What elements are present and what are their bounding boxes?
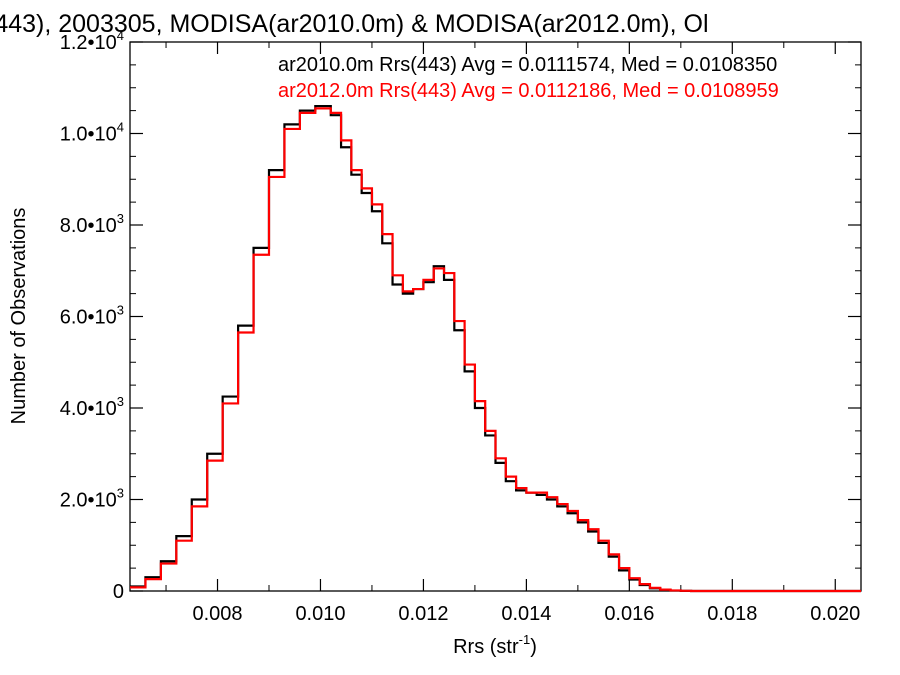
y-tick-exponent: 3: [117, 486, 124, 501]
chart-title: (443), 2003305, MODISA(ar2010.0m) & MODI…: [0, 10, 709, 38]
y-tick-exponent: 3: [117, 211, 124, 226]
x-axis-title: Rrs (str-1): [453, 632, 537, 658]
y-tick-mantissa: 2.0•10: [60, 490, 117, 512]
y-tick-exponent: 3: [117, 303, 124, 318]
x-axis-title-exponent: -1: [519, 632, 531, 647]
y-tick-mantissa: 8.0•10: [60, 215, 117, 237]
y-tick-mantissa: 1.0•10: [60, 124, 117, 146]
series-line-ar2012.0m: [130, 107, 861, 593]
y-tick-label: 1.0•104: [60, 120, 124, 146]
x-axis-title-tail: ): [530, 636, 537, 658]
y-tick-mantissa: 4.0•10: [60, 398, 117, 420]
y-axis: 02.0•1034.0•1036.0•1038.0•1031.0•1041.2•…: [60, 28, 861, 603]
series-line-ar2010.0m: [130, 104, 861, 593]
x-tick-label: 0.016: [604, 603, 654, 625]
y-tick-mantissa: 6.0•10: [60, 307, 117, 329]
y-tick-label: 6.0•103: [60, 303, 124, 329]
plot-frame: [129, 41, 862, 592]
y-tick-label: 4.0•103: [60, 394, 124, 420]
x-tick-label: 0.012: [398, 603, 448, 625]
y-tick-exponent: 4: [117, 120, 124, 135]
y-tick-mantissa: 0: [113, 581, 124, 603]
x-tick-label: 0.014: [501, 603, 551, 625]
x-tick-label: 0.018: [707, 603, 757, 625]
x-axis: 0.008 0.010 0.012 0.014 0.016 0.018 0.020: [165, 42, 860, 625]
stats-annotations: ar2010.0m Rrs(443) Avg = 0.0111574, Med …: [278, 54, 779, 102]
y-tick-label: 1.2•104: [60, 28, 124, 54]
y-tick-exponent: 4: [117, 28, 124, 43]
stats-annotation-2: ar2012.0m Rrs(443) Avg = 0.0112186, Med …: [278, 80, 779, 102]
x-tick-label: 0.010: [295, 603, 345, 625]
y-tick-label: 0: [113, 581, 124, 603]
y-tick-mantissa: 1.2•10: [60, 32, 117, 54]
series-layer: [130, 104, 861, 593]
y-tick-exponent: 3: [117, 394, 124, 409]
x-tick-label: 0.020: [810, 603, 860, 625]
stats-annotation-1: ar2010.0m Rrs(443) Avg = 0.0111574, Med …: [278, 54, 777, 76]
x-tick-label: 0.008: [192, 603, 242, 625]
y-axis-title: Number of Observations: [8, 208, 30, 425]
y-tick-label: 8.0•103: [60, 211, 124, 237]
y-tick-label: 2.0•103: [60, 486, 124, 512]
